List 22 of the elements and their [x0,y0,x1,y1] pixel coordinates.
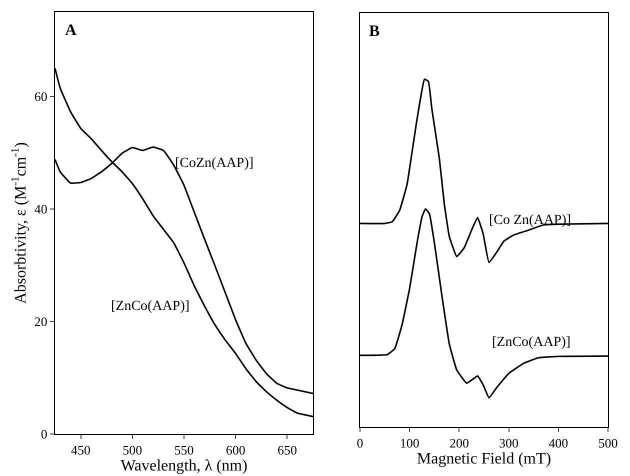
x-tick-label: 300 [499,436,519,451]
annotation: A [65,22,77,39]
y-tick-label: 40 [34,201,48,216]
x-tick-label: 650 [277,442,297,458]
series-label: [ZnCo(AAP)] [492,335,571,350]
y-tick-label: 60 [34,88,48,104]
x-tick-label: 100 [400,436,420,451]
x-tick-label: 400 [548,436,568,451]
x-axis-title: Wavelength, λ (nm) [120,458,248,475]
series-label: [Co Zn(AAP)] [489,213,572,228]
series-label: [ZnCo(AAP)] [111,299,190,314]
text: B [369,23,380,40]
y-tick-label: 20 [34,314,48,330]
x-tick-label: 500 [598,436,618,451]
x-tick-label: 200 [449,436,469,451]
x-axis-title: Magnetic Field (mT) [416,450,552,468]
x-tick-label: 600 [226,442,246,458]
series-label: [CoZn(AAP)] [175,156,254,171]
x-tick-label: 0 [356,436,364,451]
x-tick-label: 500 [122,442,142,458]
x-tick-label: 550 [174,442,194,458]
x-tick-label: 450 [71,442,91,458]
